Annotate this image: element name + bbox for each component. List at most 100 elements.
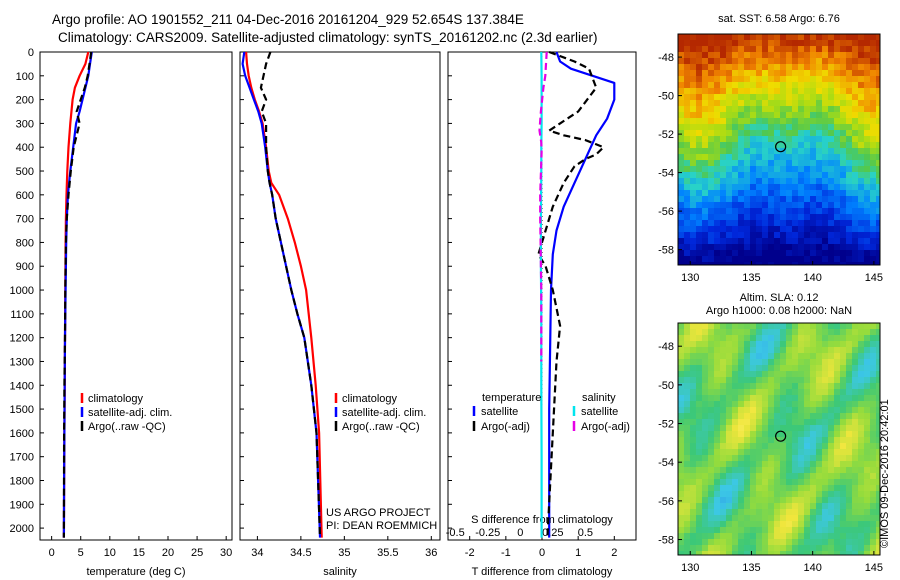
map-cell: [792, 88, 799, 95]
map-cell: [744, 154, 751, 161]
map-cell: [846, 371, 853, 378]
map-cell: [768, 359, 775, 366]
map-cell: [840, 184, 847, 191]
map-cell: [762, 178, 769, 185]
map-cell: [690, 136, 697, 143]
map-cell: [732, 124, 739, 131]
map-cell: [690, 341, 697, 348]
map-cell: [804, 136, 811, 143]
map-cell: [798, 347, 805, 354]
map-cell: [834, 425, 841, 432]
map-cell: [732, 407, 739, 414]
map-cell: [750, 130, 757, 137]
map-cell: [858, 178, 865, 185]
map-cell: [816, 226, 823, 233]
map-cell: [714, 497, 721, 504]
map-cell: [696, 118, 703, 125]
map-cell: [750, 124, 757, 131]
map-cell: [702, 323, 709, 330]
map-cell: [786, 503, 793, 510]
map-cell: [756, 34, 763, 41]
map-cell: [762, 401, 769, 408]
map-cell: [732, 401, 739, 408]
map-cell: [852, 160, 859, 167]
map-cell: [852, 401, 859, 408]
map-cell: [840, 371, 847, 378]
map-cell: [678, 76, 685, 83]
map-cell: [690, 521, 697, 528]
map-cell: [690, 112, 697, 119]
map-cell: [738, 106, 745, 113]
map-cell: [768, 94, 775, 101]
map-cell: [744, 401, 751, 408]
map-cell: [678, 533, 685, 540]
map-cell: [834, 172, 841, 179]
map-cell: [786, 64, 793, 71]
map-cell: [690, 419, 697, 426]
map-cell: [756, 533, 763, 540]
map-cell: [798, 178, 805, 185]
map-cell: [708, 136, 715, 143]
map-cell: [822, 94, 829, 101]
map-cell: [816, 262, 823, 265]
map-cell: [870, 497, 877, 504]
map-cell: [810, 509, 817, 516]
map-cell: [702, 112, 709, 119]
map-cell: [744, 491, 751, 498]
map-cell: [876, 413, 880, 420]
map-cell: [684, 437, 691, 444]
map-cell: [768, 413, 775, 420]
map-cell: [834, 106, 841, 113]
map-cell: [714, 196, 721, 203]
map-cell: [714, 238, 721, 245]
map-cell: [858, 136, 865, 143]
map-cell: [876, 214, 880, 221]
map-cell: [840, 226, 847, 233]
series-line: [548, 51, 616, 538]
map-cell: [678, 226, 685, 233]
map-cell: [864, 347, 871, 354]
map-cell: [726, 335, 733, 342]
map-cell: [864, 76, 871, 83]
map-cell: [786, 449, 793, 456]
map-cell: [858, 202, 865, 209]
map-cell: [756, 527, 763, 534]
map-cell: [870, 389, 877, 396]
map-cell: [840, 244, 847, 251]
map-cell: [708, 383, 715, 390]
map-cell: [852, 70, 859, 77]
map-cell: [738, 100, 745, 107]
map-cell: [732, 341, 739, 348]
map-cell: [804, 371, 811, 378]
x-tick-label: 36: [425, 547, 437, 559]
map-cell: [768, 76, 775, 83]
map-cell: [714, 184, 721, 191]
map-cell: [798, 112, 805, 119]
map-cell: [714, 455, 721, 462]
map-cell: [744, 497, 751, 504]
map-cell: [702, 419, 709, 426]
map-cell: [828, 64, 835, 71]
map-cell: [690, 130, 697, 137]
map-cell: [876, 88, 880, 95]
map-cell: [786, 70, 793, 77]
map-cell: [828, 160, 835, 167]
map-cell: [678, 389, 685, 396]
map-cell: [768, 425, 775, 432]
map-cell: [792, 34, 799, 41]
map-cell: [750, 539, 757, 546]
map-cell: [798, 443, 805, 450]
map-cell: [738, 220, 745, 227]
map-cell: [834, 497, 841, 504]
map-cell: [846, 401, 853, 408]
map-cell: [762, 341, 769, 348]
map-cell: [702, 178, 709, 185]
map-cell: [768, 244, 775, 251]
map-cell: [738, 437, 745, 444]
map-cell: [858, 485, 865, 492]
map-cell: [858, 545, 865, 552]
map-cell: [858, 148, 865, 155]
map-cell: [708, 208, 715, 215]
map-cell: [876, 226, 880, 233]
